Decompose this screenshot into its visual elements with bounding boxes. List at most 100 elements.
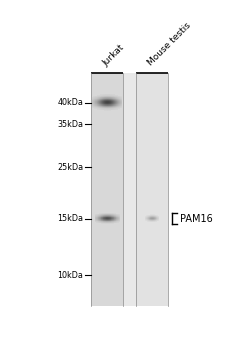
Bar (112, 214, 113, 215)
Bar (104, 219, 105, 220)
Bar (116, 101, 117, 102)
Bar (113, 105, 114, 106)
Bar (104, 109, 105, 110)
Bar (111, 107, 112, 108)
Bar (109, 94, 110, 95)
Bar (101, 223, 102, 224)
Bar (106, 215, 107, 216)
Bar (113, 109, 114, 110)
Bar (109, 217, 110, 218)
Bar (119, 108, 120, 109)
Bar (116, 106, 117, 107)
Bar (112, 219, 113, 220)
Bar (111, 218, 112, 219)
Bar (100, 106, 101, 107)
Bar (95, 97, 96, 98)
Bar (100, 215, 101, 216)
Bar (93, 100, 94, 101)
Bar (109, 108, 110, 109)
Bar (96, 99, 97, 100)
Bar (120, 103, 121, 104)
Bar (97, 98, 98, 99)
Bar (99, 98, 100, 99)
Bar (97, 218, 98, 219)
Bar (114, 109, 115, 110)
Bar (102, 215, 103, 216)
Bar (118, 219, 119, 220)
Bar (103, 103, 104, 104)
Bar (106, 107, 107, 108)
Bar (103, 96, 104, 97)
Bar (115, 98, 116, 99)
Bar (119, 104, 120, 105)
Bar (109, 98, 110, 99)
Bar (106, 104, 107, 105)
Bar (119, 100, 120, 101)
Bar (105, 103, 106, 104)
Bar (107, 102, 108, 103)
Bar (107, 214, 108, 215)
Bar (117, 106, 118, 107)
Bar (94, 104, 95, 105)
Bar (111, 101, 112, 102)
Bar (96, 102, 97, 103)
Bar (99, 97, 100, 98)
Bar (121, 103, 122, 104)
Bar (104, 222, 105, 223)
Bar (117, 98, 118, 99)
Bar (95, 100, 96, 101)
Bar (101, 213, 102, 214)
Bar (98, 107, 99, 108)
Bar (104, 98, 105, 99)
Bar (97, 222, 98, 223)
Bar (117, 103, 118, 104)
Bar (99, 213, 100, 214)
Bar (104, 107, 105, 108)
Bar (118, 218, 119, 219)
Bar (100, 219, 101, 220)
Bar (115, 103, 116, 104)
Bar (105, 98, 106, 99)
Bar (103, 104, 104, 105)
Bar (112, 108, 113, 109)
Bar (117, 97, 118, 98)
Bar (98, 106, 99, 107)
Bar (103, 98, 104, 99)
Bar (113, 221, 114, 222)
Bar (107, 108, 108, 109)
Bar (109, 109, 110, 110)
Bar (110, 213, 111, 214)
Bar (92, 105, 93, 106)
Bar (100, 95, 101, 96)
Bar (112, 97, 113, 98)
Bar (106, 217, 107, 218)
Bar (101, 220, 102, 221)
Bar (112, 109, 113, 110)
Bar (94, 98, 95, 99)
Bar (112, 107, 113, 108)
Bar (104, 105, 105, 106)
Bar (115, 108, 116, 109)
Bar (102, 101, 103, 102)
Bar (97, 215, 98, 216)
Bar (113, 97, 114, 98)
Bar (98, 98, 99, 99)
Bar (103, 95, 104, 96)
Bar (103, 221, 104, 222)
Bar (107, 223, 108, 224)
Bar (113, 107, 114, 108)
Bar (110, 101, 111, 102)
Bar (106, 108, 107, 109)
Bar (113, 95, 114, 96)
Bar (109, 221, 110, 222)
Bar (116, 216, 117, 217)
Bar (113, 104, 114, 105)
Bar (113, 96, 114, 97)
Bar (111, 213, 112, 214)
Bar (110, 106, 111, 107)
Bar (114, 107, 115, 108)
Bar (92, 104, 93, 105)
Bar (99, 104, 100, 105)
Bar (94, 219, 95, 220)
Bar (105, 106, 106, 107)
